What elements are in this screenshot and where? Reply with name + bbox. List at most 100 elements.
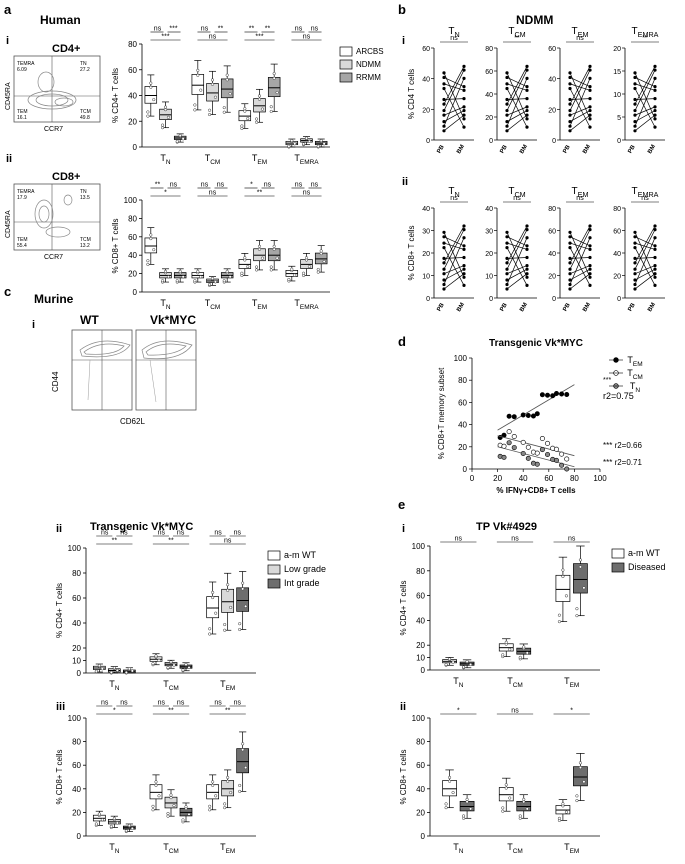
flow-xlabel: CCR7 xyxy=(44,254,63,261)
data-point xyxy=(163,269,168,274)
x-tick-label: BM xyxy=(582,302,592,313)
pair-line xyxy=(506,229,528,270)
data-point xyxy=(653,247,657,251)
legend-swatch xyxy=(611,562,625,573)
data-point xyxy=(561,574,565,579)
sig-label: ns xyxy=(201,26,209,33)
data-point-TEM xyxy=(506,413,512,419)
sig-label: ns xyxy=(311,26,319,33)
data-point xyxy=(272,76,276,80)
x-tick-label: TCM xyxy=(163,842,179,855)
data-point xyxy=(578,761,582,765)
x-tick-label: TEM xyxy=(252,298,267,311)
data-point xyxy=(588,88,592,92)
data-point xyxy=(223,628,227,632)
data-point xyxy=(653,105,657,109)
pair-line xyxy=(569,69,591,111)
data-point xyxy=(442,75,446,80)
pair-line xyxy=(634,72,656,119)
box-a-m WT xyxy=(442,780,457,797)
y-axis-label: % CD8+ T cells xyxy=(55,749,64,804)
data-point xyxy=(525,275,529,279)
data-point xyxy=(293,142,297,146)
data-point xyxy=(442,235,446,239)
x-tick-label: TCM xyxy=(507,676,523,689)
data-point xyxy=(564,594,568,598)
data-point xyxy=(130,826,134,831)
sig-label: ns xyxy=(158,700,166,707)
pair-line xyxy=(506,268,528,281)
data-point xyxy=(302,271,306,275)
box-RRMM xyxy=(220,78,234,99)
data-point xyxy=(462,814,466,818)
y-tick-label: 20 xyxy=(416,641,425,650)
sig-label: ns xyxy=(209,34,217,41)
data-point xyxy=(199,275,203,279)
data-point xyxy=(557,816,561,820)
y-tick-label: 20 xyxy=(485,115,493,122)
data-point xyxy=(208,113,212,117)
pair-line xyxy=(443,225,465,264)
flow-ylabel: CD45RA xyxy=(5,210,12,238)
data-point xyxy=(272,247,276,251)
flow-plot-cd4: CD4+ TEMRA 6.09 TN 27.2 TEM 16.1 TCM 49.… xyxy=(5,43,101,133)
flow-plot-murine-wt: WT CD44 xyxy=(51,313,133,411)
data-point xyxy=(653,236,657,240)
x-tick-label: TCM xyxy=(205,298,221,311)
y-tick-label: 40 xyxy=(416,616,425,625)
fit-line xyxy=(497,384,575,431)
data-point xyxy=(578,766,582,770)
data-point xyxy=(319,139,323,143)
data-point xyxy=(163,105,168,109)
sig-label: ** xyxy=(168,708,174,715)
y-tick-label: 40 xyxy=(422,77,430,84)
y-tick-label: 0 xyxy=(77,669,82,678)
y-tick-label: 0 xyxy=(133,288,138,297)
data-point xyxy=(442,261,446,265)
box-a-m WT xyxy=(206,596,220,619)
data-point xyxy=(199,88,203,92)
data-point xyxy=(157,658,161,662)
data-point-TCM xyxy=(553,446,559,452)
chart-e_ii: 0 20 40 60 80 100 % CD8+ T cells TN * TCM ns TEM * xyxy=(399,708,600,855)
data-point xyxy=(244,766,248,770)
data-point xyxy=(653,76,657,80)
stat-r2: *** r2=0.66 xyxy=(603,441,642,450)
pair-line xyxy=(569,268,591,281)
data-point xyxy=(302,142,306,146)
flow-q4-name: TCM xyxy=(80,109,91,115)
data-point xyxy=(518,655,522,659)
y-tick-label: 20 xyxy=(548,107,556,114)
data-point xyxy=(94,822,98,826)
sig-label: * xyxy=(250,182,253,189)
data-point xyxy=(257,247,262,251)
sig-label: ns xyxy=(641,195,649,202)
data-point xyxy=(588,236,592,240)
panel-title: TEMRA xyxy=(632,186,659,199)
pair-line xyxy=(634,114,656,132)
data-point xyxy=(442,120,446,124)
data-point xyxy=(633,261,637,265)
data-point xyxy=(442,272,446,276)
data-point xyxy=(653,264,657,268)
legend-label: a-m WT xyxy=(628,548,660,558)
data-point xyxy=(633,246,637,250)
x-tick-label: BM xyxy=(647,302,657,313)
data-point xyxy=(462,272,466,276)
pair-line xyxy=(569,114,591,132)
data-point xyxy=(442,124,446,128)
flow-q3-name: TEM xyxy=(17,109,28,115)
data-point xyxy=(442,287,446,291)
box-Diseased xyxy=(573,766,588,787)
y-tick-label: 0 xyxy=(77,832,82,841)
data-point xyxy=(238,622,242,626)
data-point xyxy=(568,230,572,234)
data-point xyxy=(304,256,309,260)
sig-label: * xyxy=(164,190,167,197)
sig-label: ns xyxy=(224,538,232,545)
data-point xyxy=(633,71,637,75)
sig-label: * xyxy=(113,708,116,715)
data-point xyxy=(255,268,259,272)
y-tick-label: 60 xyxy=(422,46,430,53)
sig-label: ns xyxy=(295,26,303,33)
